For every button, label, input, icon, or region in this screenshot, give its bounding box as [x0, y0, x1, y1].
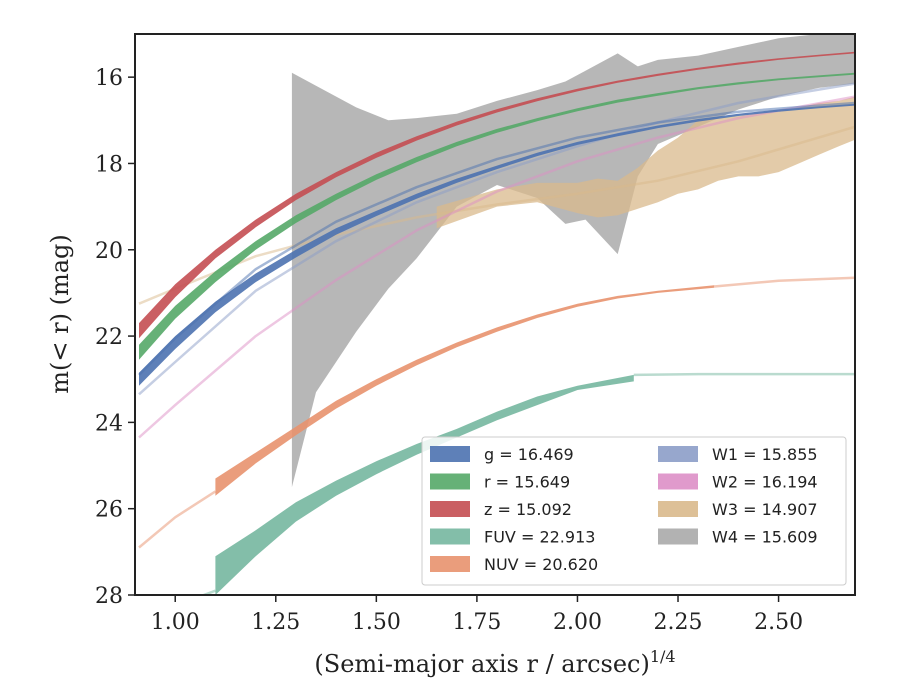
- legend-label: NUV = 20.620: [484, 555, 598, 574]
- y-tick-label: 16: [95, 66, 123, 91]
- legend-item-w4: W4 = 15.609: [658, 528, 818, 547]
- x-axis-label: (Semi-major axis r / arcsec)1/4: [314, 647, 675, 678]
- x-tick-label: 1.50: [352, 610, 401, 635]
- band-r: [139, 72, 855, 360]
- legend-label: W3 = 14.907: [712, 500, 818, 519]
- legend-swatch: [658, 528, 698, 545]
- legend-item-fuv: FUV = 22.913: [430, 528, 595, 547]
- model-curve-g: [138, 101, 855, 376]
- legend-label: g = 16.469: [484, 445, 574, 464]
- y-tick-label: 22: [95, 325, 123, 350]
- series-g: [138, 101, 855, 386]
- series-w2: [138, 95, 855, 439]
- model-curve-nuv-inner: [138, 490, 217, 549]
- x-tick-label: 1.00: [151, 610, 200, 635]
- ticks-layer: 1.00 1.25 1.50 1.75 2.00 2.25 2.50 16 18 20 22 24 26…: [95, 66, 803, 635]
- legend-item-g: g = 16.469: [430, 445, 574, 464]
- y-tick-label: 24: [95, 411, 123, 436]
- legend-swatch: [658, 473, 698, 490]
- y-axis-label: m(< r) (mag): [46, 234, 74, 393]
- legend-item-w3: W3 = 14.907: [658, 500, 818, 519]
- legend-frame: [421, 436, 847, 586]
- legend-label: W2 = 16.194: [712, 473, 818, 492]
- series-w1: [138, 82, 855, 396]
- legend-swatch: [430, 446, 470, 462]
- legend-item-r: r = 15.649: [430, 473, 570, 492]
- legend-swatch: [658, 501, 698, 517]
- x-tick-label: 2.00: [553, 610, 602, 635]
- y-tick-label: 26: [95, 498, 123, 523]
- series-layer: [138, 34, 855, 595]
- legend-swatch: [658, 446, 698, 462]
- x-tick-label: 2.25: [654, 610, 703, 635]
- plot-frame: [134, 33, 856, 596]
- legend-item-z: z = 15.092: [430, 500, 572, 519]
- x-axis-label-superscript: 1/4: [650, 647, 676, 666]
- legend-swatch: [430, 528, 470, 545]
- series-nuv: [138, 276, 855, 549]
- y-tick-label: 18: [95, 152, 123, 177]
- x-tick-label: 2.50: [754, 610, 803, 635]
- model-curve-fuv-outer: [633, 372, 855, 377]
- legend-item-nuv: NUV = 20.620: [430, 555, 598, 574]
- x-axis-label-main: (Semi-major axis r / arcsec): [314, 650, 649, 678]
- legend-label: FUV = 22.913: [484, 528, 595, 547]
- model-curve-w1: [138, 82, 855, 396]
- y-tick-label: 28: [95, 584, 123, 609]
- series-w4: [291, 34, 855, 488]
- band-w3: [436, 96, 855, 229]
- legend-item-w2: W2 = 16.194: [658, 473, 818, 492]
- legend-swatch: [430, 473, 470, 490]
- x-tick-label: 1.25: [251, 610, 300, 635]
- band-w4: [291, 34, 855, 488]
- y-tick-label: 20: [95, 239, 123, 264]
- legend-swatch: [430, 501, 470, 517]
- legend: g = 16.469 r = 15.649 z = 15.092 FUV = 22.9…: [421, 436, 847, 586]
- model-curve-nuv-outer: [714, 276, 855, 288]
- x-tick-label: 1.75: [452, 610, 501, 635]
- model-curve-w2: [138, 95, 855, 439]
- legend-label: W4 = 15.609: [712, 528, 818, 547]
- series-fuv: [200, 372, 855, 595]
- legend-item-w1: W1 = 15.855: [658, 445, 818, 464]
- legend-label: r = 15.649: [484, 473, 570, 492]
- legend-label: z = 15.092: [484, 500, 572, 519]
- series-r: [139, 72, 855, 360]
- legend-label: W1 = 15.855: [712, 445, 818, 464]
- legend-swatch: [430, 556, 470, 572]
